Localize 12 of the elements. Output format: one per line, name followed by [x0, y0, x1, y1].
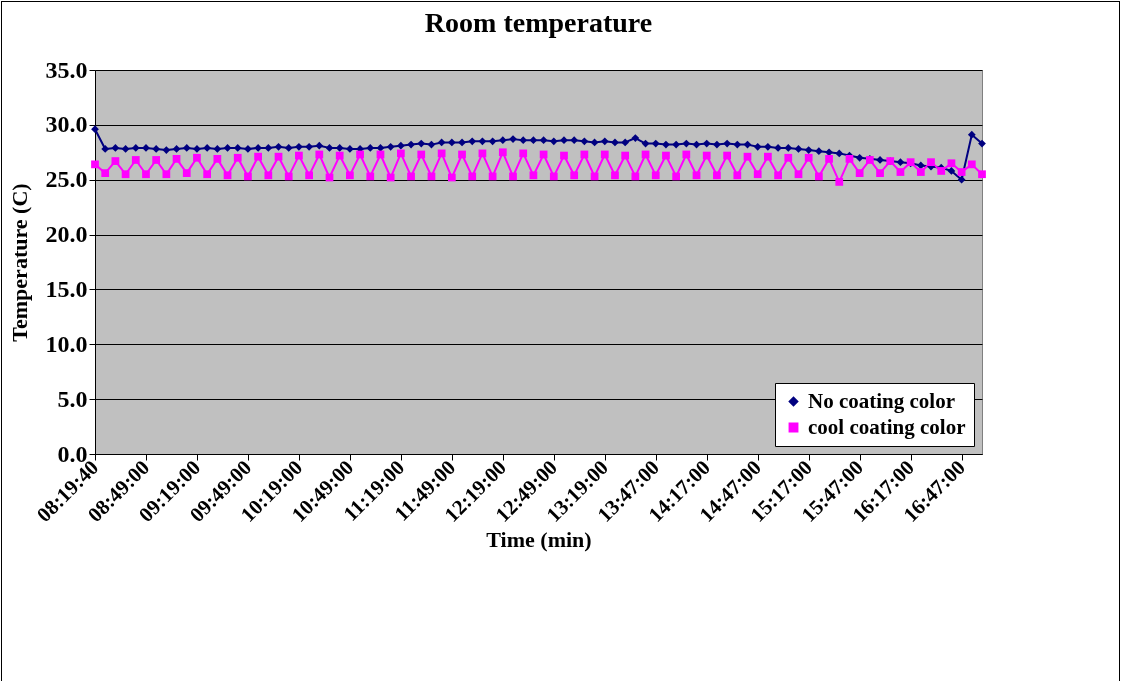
y-tick-label: 10.0	[45, 330, 88, 357]
legend-label: cool coating color	[808, 414, 966, 439]
chart-title: Room temperature	[424, 7, 653, 38]
y-tick-label: 5.0	[57, 385, 88, 412]
legend-label: No coating color	[808, 388, 955, 413]
y-tick-label: 25.0	[45, 166, 88, 193]
y-tick-label: 20.0	[45, 221, 88, 248]
x-axis-title: Time (min)	[486, 527, 592, 553]
y-axis-title: Temperature (C)	[6, 183, 32, 342]
y-tick-label: 30.0	[45, 111, 88, 138]
y-tick-label: 15.0	[45, 275, 88, 302]
y-tick-label: 35.0	[45, 56, 88, 83]
